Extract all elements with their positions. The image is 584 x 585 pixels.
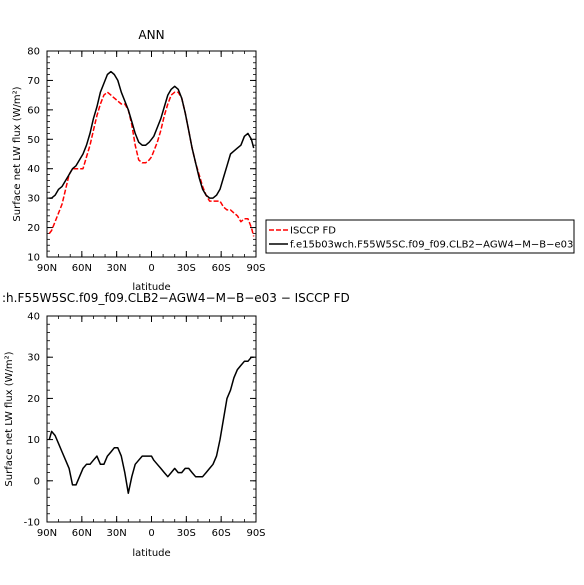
x-tick-label: 60S	[212, 528, 231, 539]
y-tick-label: 80	[27, 47, 40, 58]
y-tick-label: 20	[27, 223, 40, 234]
y-tick-label: 40	[27, 164, 40, 175]
y-tick-label: 70	[27, 76, 40, 87]
x-tick-label: 30N	[107, 263, 127, 274]
x-tick-label: 90S	[246, 528, 265, 539]
y-tick-label: 40	[27, 312, 40, 323]
series-line-0-0	[48, 91, 255, 237]
x-tick-label: 0	[148, 528, 154, 539]
plot-frame-1	[46, 315, 257, 523]
x-tick-label: 90S	[246, 263, 265, 274]
y-tick-label: -10	[24, 518, 40, 529]
x-tick-label: 0	[148, 263, 154, 274]
chart-title-0: ANN	[138, 28, 164, 42]
x-axis-label: latitude	[132, 282, 170, 293]
x-tick-label: 90N	[37, 528, 57, 539]
y-axis-label: Surface net LW flux (W/m²)	[4, 351, 15, 486]
x-tick-label: 60S	[212, 263, 231, 274]
y-axis-label: Surface net LW flux (W/m²)	[12, 86, 23, 221]
x-tick-label: 60N	[72, 528, 92, 539]
y-tick-label: 30	[27, 353, 40, 364]
x-tick-label: 30S	[177, 263, 196, 274]
series-line-0-1	[49, 70, 255, 199]
x-tick-label: 30N	[107, 528, 127, 539]
y-tick-label: 10	[27, 253, 40, 264]
x-tick-label: 90N	[37, 263, 57, 274]
plot-frame-0	[46, 50, 257, 258]
legend-label-0: ISCCP FD	[290, 226, 336, 237]
legend-box	[265, 219, 575, 254]
y-tick-label: 30	[27, 194, 40, 205]
y-tick-label: 50	[27, 135, 40, 146]
x-tick-label: 60N	[72, 263, 92, 274]
x-tick-label: 30S	[177, 528, 196, 539]
legend-label-1: f.e15b03wch.F55W5SC.f09_f09.CLB2−AGW4−M−…	[290, 240, 573, 251]
series-line-1-0	[48, 356, 254, 494]
chart-title-1: :h.F55W5SC.f09_f09.CLB2−AGW4−M−B−e03 − I…	[2, 291, 350, 305]
y-tick-label: 0	[34, 476, 40, 487]
y-tick-label: 10	[27, 435, 40, 446]
x-axis-label: latitude	[132, 548, 170, 559]
y-tick-label: 60	[27, 105, 40, 116]
y-tick-label: 20	[27, 394, 40, 405]
